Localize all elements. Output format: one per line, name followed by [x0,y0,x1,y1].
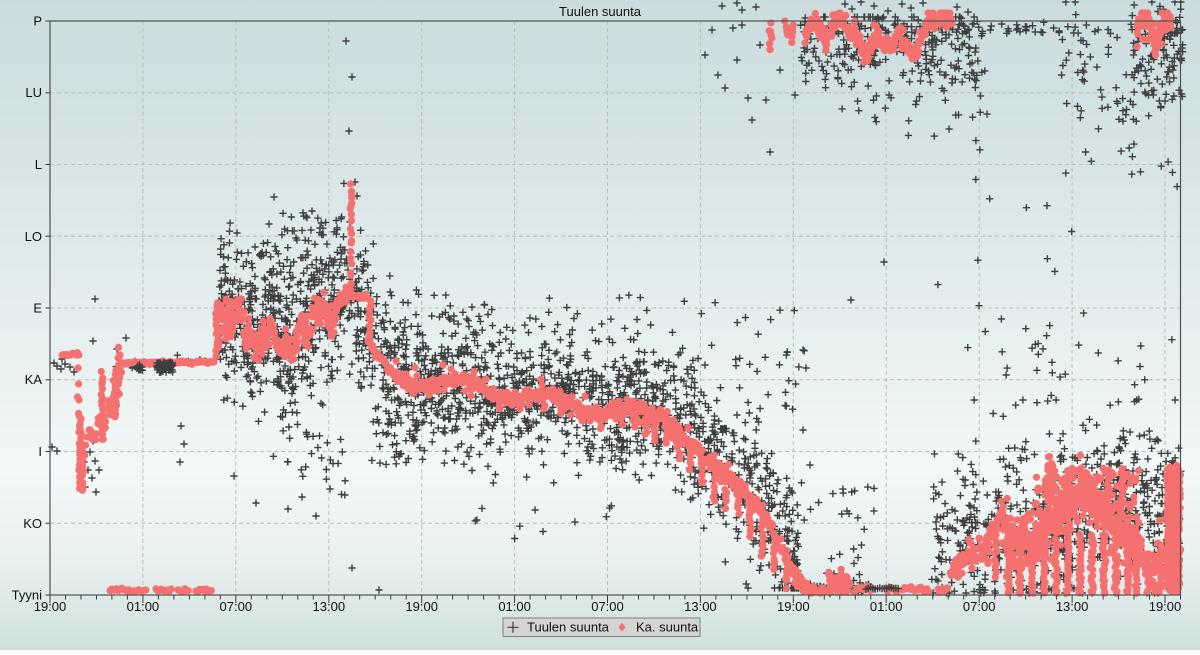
svg-text:LU: LU [25,85,42,100]
svg-text:KO: KO [23,516,42,531]
svg-text:19:00: 19:00 [1149,599,1182,614]
svg-text:Tuulen suunta: Tuulen suunta [527,620,610,635]
svg-text:19:00: 19:00 [405,599,438,614]
svg-text:E: E [33,301,42,316]
svg-text:01:00: 01:00 [870,599,903,614]
svg-text:L: L [35,157,42,172]
svg-text:I: I [38,444,42,459]
svg-text:Ka. suunta: Ka. suunta [636,620,699,635]
svg-text:01:00: 01:00 [498,599,531,614]
svg-text:07:00: 07:00 [220,599,253,614]
svg-text:19:00: 19:00 [777,599,810,614]
svg-text:KA: KA [25,372,43,387]
svg-text:P: P [33,14,42,29]
svg-text:Tyyni: Tyyni [12,588,42,603]
svg-text:Tuulen suunta: Tuulen suunta [559,4,642,19]
svg-text:07:00: 07:00 [591,599,624,614]
svg-text:LO: LO [25,229,42,244]
svg-text:19:00: 19:00 [34,599,67,614]
svg-text:13:00: 13:00 [313,599,346,614]
svg-text:07:00: 07:00 [963,599,996,614]
svg-text:01:00: 01:00 [127,599,160,614]
svg-text:13:00: 13:00 [684,599,717,614]
svg-text:13:00: 13:00 [1056,599,1089,614]
